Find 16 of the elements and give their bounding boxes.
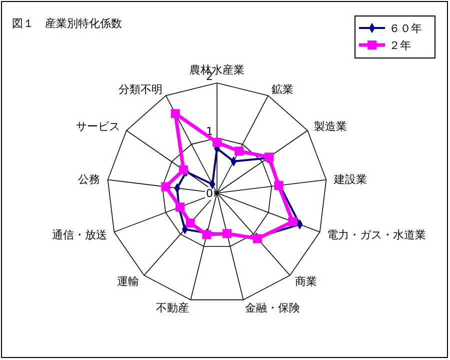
spoke-label: 運輸 xyxy=(116,275,139,288)
spoke-label: 公務 xyxy=(78,172,100,186)
spoke-label: 金融・保険 xyxy=(245,301,300,314)
spoke-label: 電力・ガス・水道業 xyxy=(327,228,426,242)
legend-label: ６０年 xyxy=(389,22,422,35)
spoke-label: 分類不明 xyxy=(118,82,162,96)
spoke-label: 通信・放送 xyxy=(52,228,107,242)
spoke-label: 鉱業 xyxy=(272,82,294,96)
spoke-label: 商業 xyxy=(295,275,318,288)
spoke-label: 不動産 xyxy=(156,301,189,314)
spoke-label: 製造業 xyxy=(314,120,347,134)
chart-title: 図１ 産業別特化係数 xyxy=(12,17,122,30)
legend-label: ２年 xyxy=(389,39,411,52)
spoke-label: サービス xyxy=(76,120,120,134)
spoke-label: 建設業 xyxy=(332,172,367,186)
y-tick-label: 0 xyxy=(206,187,213,200)
